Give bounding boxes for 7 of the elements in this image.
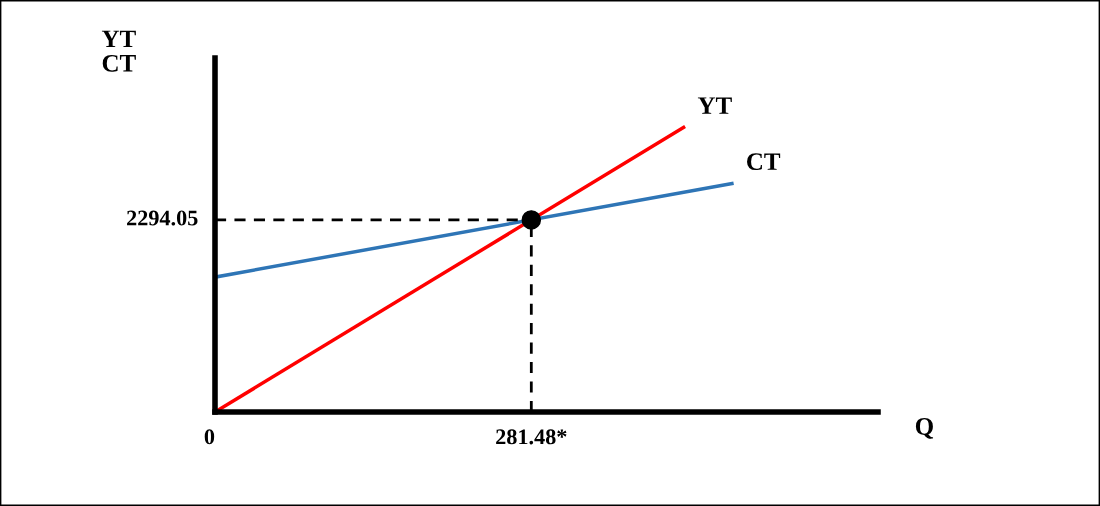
series-label: CT [747, 153, 781, 171]
y-axis-title: YT CT [101, 30, 136, 72]
x-tick-label: 281.48* [496, 429, 567, 445]
series-label: YT [697, 97, 732, 114]
x-tick-label: 0 [204, 429, 215, 445]
annotation: 2294.05 [127, 210, 198, 226]
x-axis-title: Q [915, 418, 934, 439]
